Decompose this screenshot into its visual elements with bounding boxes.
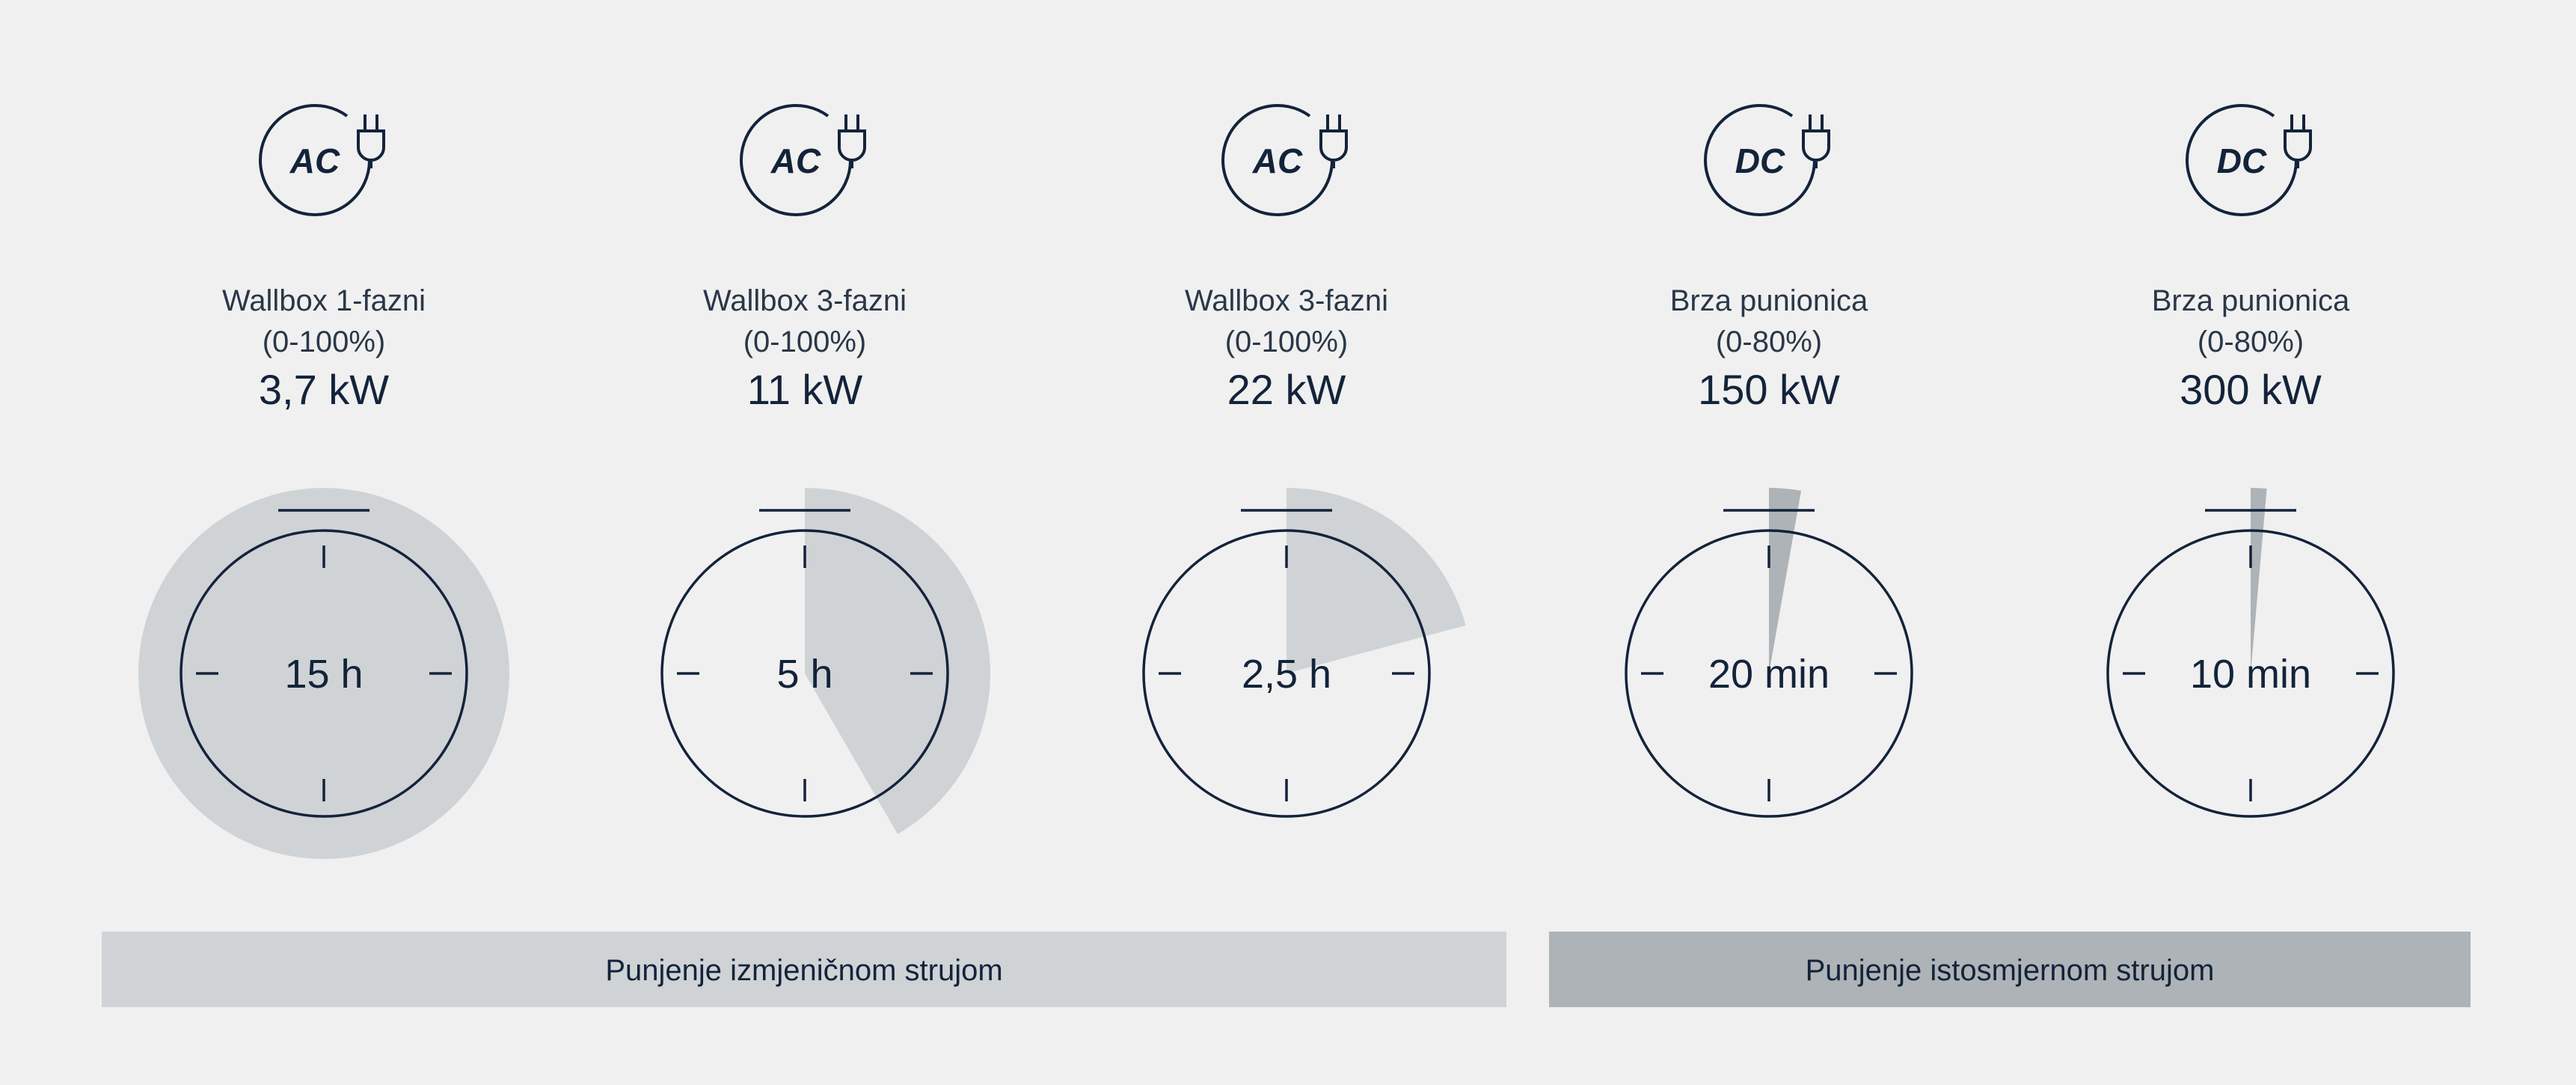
- dc-group-label: Punjenje istosmjernom strujom: [1806, 954, 2215, 987]
- dc-group-bar: [1549, 932, 2471, 1007]
- current-type-label: DC: [1735, 141, 1785, 180]
- charge-range: (0-80%): [1716, 326, 1822, 358]
- charge-time-wedge: [2251, 488, 2267, 673]
- charge-time-label: 2,5 h: [1242, 652, 1331, 697]
- charge-time-wedge: [138, 488, 509, 859]
- charge-time-label: 15 h: [284, 652, 363, 697]
- clock-face: [660, 529, 949, 818]
- charger-name: Brza punionica: [2152, 284, 2350, 317]
- plug-icon: DC: [1704, 104, 1830, 216]
- charger-column: DC Brza punionica (0-80%) 300 kW 10 min: [2106, 104, 2395, 818]
- plug-icon: AC: [259, 104, 385, 216]
- clock-face: [1142, 529, 1431, 818]
- charger-name: Wallbox 3-fazni: [1185, 284, 1388, 317]
- charger-power: 150 kW: [1698, 366, 1840, 413]
- current-type-label: AC: [770, 141, 821, 180]
- charger-power: 22 kW: [1227, 366, 1346, 413]
- plug-icon: DC: [2186, 104, 2312, 216]
- charge-range: (0-100%): [743, 326, 867, 358]
- charge-time-label: 10 min: [2190, 652, 2311, 697]
- charge-time-wedge: [1287, 488, 1466, 673]
- charge-time-label: 5 h: [776, 652, 832, 697]
- clock-face: [180, 529, 468, 818]
- plug-icon: AC: [740, 104, 866, 216]
- charger-name: Wallbox 3-fazni: [703, 284, 907, 317]
- charger-name: Brza punionica: [1670, 284, 1868, 317]
- current-type-label: AC: [1252, 141, 1303, 180]
- clock-face: [1625, 529, 1913, 818]
- charger-column: DC Brza punionica (0-80%) 150 kW 20 min: [1625, 104, 1913, 818]
- current-type-label: AC: [289, 141, 340, 180]
- charger-name: Wallbox 1-fazni: [222, 284, 426, 317]
- ac-group-bar: [102, 932, 1506, 1007]
- charge-time-label: 20 min: [1708, 652, 1830, 697]
- charge-range: (0-80%): [2198, 326, 2304, 358]
- current-type-label: DC: [2217, 141, 2267, 180]
- charge-time-wedge: [805, 488, 990, 834]
- charger-column: AC Wallbox 3-fazni (0-100%) 11 kW 5 h: [660, 104, 990, 834]
- clock-face: [2106, 529, 2395, 818]
- charger-column: AC Wallbox 3-fazni (0-100%) 22 kW 2,5 h: [1142, 104, 1466, 818]
- charger-power: 300 kW: [2180, 366, 2322, 413]
- charger-column: AC Wallbox 1-fazni (0-100%) 3,7 kW 15 h: [138, 104, 509, 859]
- charge-range: (0-100%): [1225, 326, 1349, 358]
- charger-power: 11 kW: [747, 366, 863, 413]
- plug-icon: AC: [1221, 104, 1348, 216]
- ac-group-label: Punjenje izmjeničnom strujom: [605, 954, 1002, 987]
- charger-power: 3,7 kW: [259, 366, 389, 413]
- charge-range: (0-100%): [263, 326, 386, 358]
- charge-time-wedge: [1769, 488, 1802, 673]
